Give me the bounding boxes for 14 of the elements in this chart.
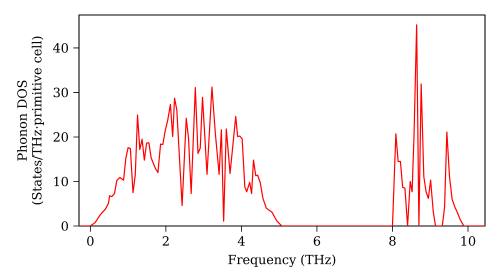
- x-tick-label: 2: [162, 236, 169, 246]
- x-tick-label: 4: [238, 236, 245, 246]
- x-tick-label: 0: [87, 236, 94, 246]
- y-tick-label: 0: [62, 221, 68, 231]
- x-tick-label: 6: [314, 236, 320, 246]
- y-tick-label: 10: [54, 176, 68, 186]
- y-tick-label: 40: [53, 43, 68, 53]
- x-tick-label: 8: [389, 236, 396, 246]
- y-axis-title: Phonon DOS (States/THz·primitive cell): [17, 36, 44, 204]
- y-tick-label: 30: [54, 88, 68, 98]
- y-tick-label: 20: [54, 132, 68, 142]
- line-series: [79, 24, 485, 226]
- x-tick-label: 10: [461, 236, 476, 246]
- x-axis-title: Frequency (THz): [228, 254, 336, 267]
